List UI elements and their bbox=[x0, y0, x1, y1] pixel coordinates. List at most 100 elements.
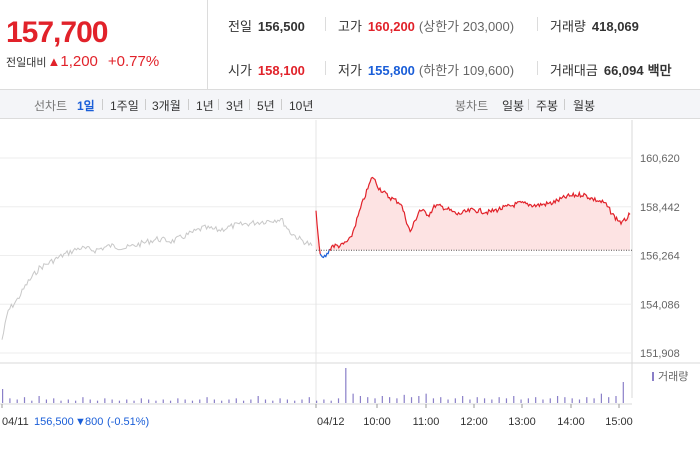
volume-bar bbox=[118, 400, 121, 403]
volume-bar bbox=[330, 400, 332, 403]
volume-bar bbox=[556, 396, 559, 403]
volume-bar bbox=[527, 398, 529, 403]
volume-bar bbox=[498, 397, 500, 403]
volume-bar bbox=[111, 399, 113, 403]
up-arrow-icon: ▲ bbox=[47, 54, 61, 69]
prev-day-change: 800 bbox=[85, 416, 103, 428]
volume-bar bbox=[301, 399, 303, 403]
y-tick-label: 156,264 bbox=[640, 251, 680, 263]
x-tick-label: 14:00 bbox=[557, 416, 585, 428]
change-label: 전일대비 bbox=[6, 57, 47, 69]
volume-bar bbox=[308, 397, 310, 403]
volume-bar bbox=[374, 398, 376, 403]
tab-daily[interactable]: 일봉 bbox=[502, 99, 525, 113]
volume-bar bbox=[491, 399, 493, 403]
volume-bar bbox=[213, 399, 215, 403]
y-tick-label: 154,086 bbox=[640, 299, 680, 311]
volume-bar bbox=[257, 396, 259, 403]
y-axis: 160,620 158,442 156,264 154,086 151,908 bbox=[640, 153, 680, 360]
volume-bar bbox=[352, 393, 354, 403]
volume-bar bbox=[82, 397, 84, 403]
volume-bar bbox=[564, 397, 566, 403]
tab-3m[interactable]: 3개월 bbox=[152, 99, 181, 113]
volume-bar bbox=[432, 398, 435, 403]
tab-3y[interactable]: 3년 bbox=[226, 99, 244, 113]
volume-bar bbox=[45, 399, 48, 403]
today-line-down bbox=[319, 249, 330, 259]
volume-bar bbox=[403, 394, 405, 403]
volume-bar bbox=[323, 399, 325, 403]
tab-1y[interactable]: 1년 bbox=[196, 99, 214, 113]
volume-bar bbox=[447, 399, 449, 403]
volume-bar bbox=[23, 397, 26, 403]
volume-bar bbox=[169, 400, 172, 403]
stat-high: 고가 160,200 (상한가 203,000) bbox=[338, 19, 515, 34]
tab-divider bbox=[188, 99, 189, 110]
tab-1d[interactable]: 1일 bbox=[77, 99, 95, 113]
volume-bar bbox=[469, 399, 471, 403]
volume-bar bbox=[104, 398, 106, 403]
volume-bar bbox=[505, 398, 508, 403]
volume-bar bbox=[89, 399, 91, 403]
volume-bar bbox=[2, 389, 4, 403]
prev-day-series bbox=[1, 218, 313, 340]
change-percent: +0.77% bbox=[107, 53, 160, 70]
volume-bar bbox=[272, 400, 274, 403]
divider bbox=[325, 61, 326, 75]
tab-5y[interactable]: 5년 bbox=[257, 99, 275, 113]
tab-weekly[interactable]: 주봉 bbox=[536, 99, 559, 113]
tab-divider bbox=[218, 99, 219, 110]
x-tick-label: 13:00 bbox=[508, 416, 536, 428]
volume-bar bbox=[586, 397, 588, 403]
stat-open: 시가 158,100 bbox=[228, 63, 305, 78]
volume-bar bbox=[542, 399, 544, 403]
volume-bar bbox=[410, 397, 413, 403]
volume-bar bbox=[235, 398, 237, 403]
x-tick-label: 10:00 bbox=[363, 416, 391, 428]
candle-chart-label: 봉차트 bbox=[455, 99, 489, 113]
volume-bar bbox=[462, 396, 464, 403]
up-fill-area bbox=[316, 177, 630, 251]
tab-monthly[interactable]: 월봉 bbox=[573, 99, 596, 113]
volume-bar bbox=[337, 398, 340, 403]
volume-bar bbox=[191, 400, 194, 403]
x-axis: 10:00 11:00 12:00 13:00 14:00 15:00 bbox=[1, 404, 633, 428]
volume-bar bbox=[345, 368, 347, 403]
stat-volume: 거래량 418,069 bbox=[550, 19, 639, 34]
volume-bar bbox=[162, 399, 164, 403]
volume-bar bbox=[96, 400, 99, 403]
volume-bar bbox=[396, 398, 398, 403]
x-tick-label: 12:00 bbox=[460, 416, 488, 428]
volume-bar bbox=[615, 396, 617, 403]
volume-bar bbox=[513, 396, 515, 403]
tab-1w[interactable]: 1주일 bbox=[110, 99, 139, 113]
tab-10y[interactable]: 10년 bbox=[289, 99, 314, 113]
volume-bar bbox=[316, 400, 318, 403]
volume-bar bbox=[177, 398, 179, 403]
today-date: 04/12 bbox=[317, 416, 345, 428]
volume-bar bbox=[535, 397, 537, 403]
volume-bar bbox=[31, 400, 33, 403]
volume-bar bbox=[600, 393, 602, 403]
volume-bar bbox=[38, 396, 40, 403]
volume-bar bbox=[425, 393, 427, 403]
y-tick-label: 158,442 bbox=[640, 202, 680, 214]
volume-bar bbox=[133, 400, 135, 403]
volume-bar bbox=[199, 399, 201, 403]
volume-bar bbox=[389, 397, 391, 403]
tab-divider bbox=[281, 99, 282, 110]
volume-bar bbox=[622, 382, 624, 403]
volume-bar bbox=[578, 399, 581, 403]
volume-bar bbox=[367, 397, 369, 403]
volume-bars bbox=[2, 368, 624, 403]
chart-tab-bar: 선차트 1일 1주일 3개월 1년 3년 5년 10년 봉차트 일봉 주봉 월봉 bbox=[0, 90, 700, 119]
chart-grid bbox=[0, 120, 700, 405]
prev-day-line bbox=[1, 218, 313, 340]
tab-divider bbox=[528, 99, 529, 110]
current-price: 157,700 bbox=[6, 16, 108, 49]
volume-bar bbox=[264, 399, 267, 403]
volume-bar bbox=[294, 400, 296, 403]
volume-bar bbox=[140, 398, 142, 403]
divider bbox=[325, 17, 326, 31]
tab-divider bbox=[249, 99, 250, 110]
